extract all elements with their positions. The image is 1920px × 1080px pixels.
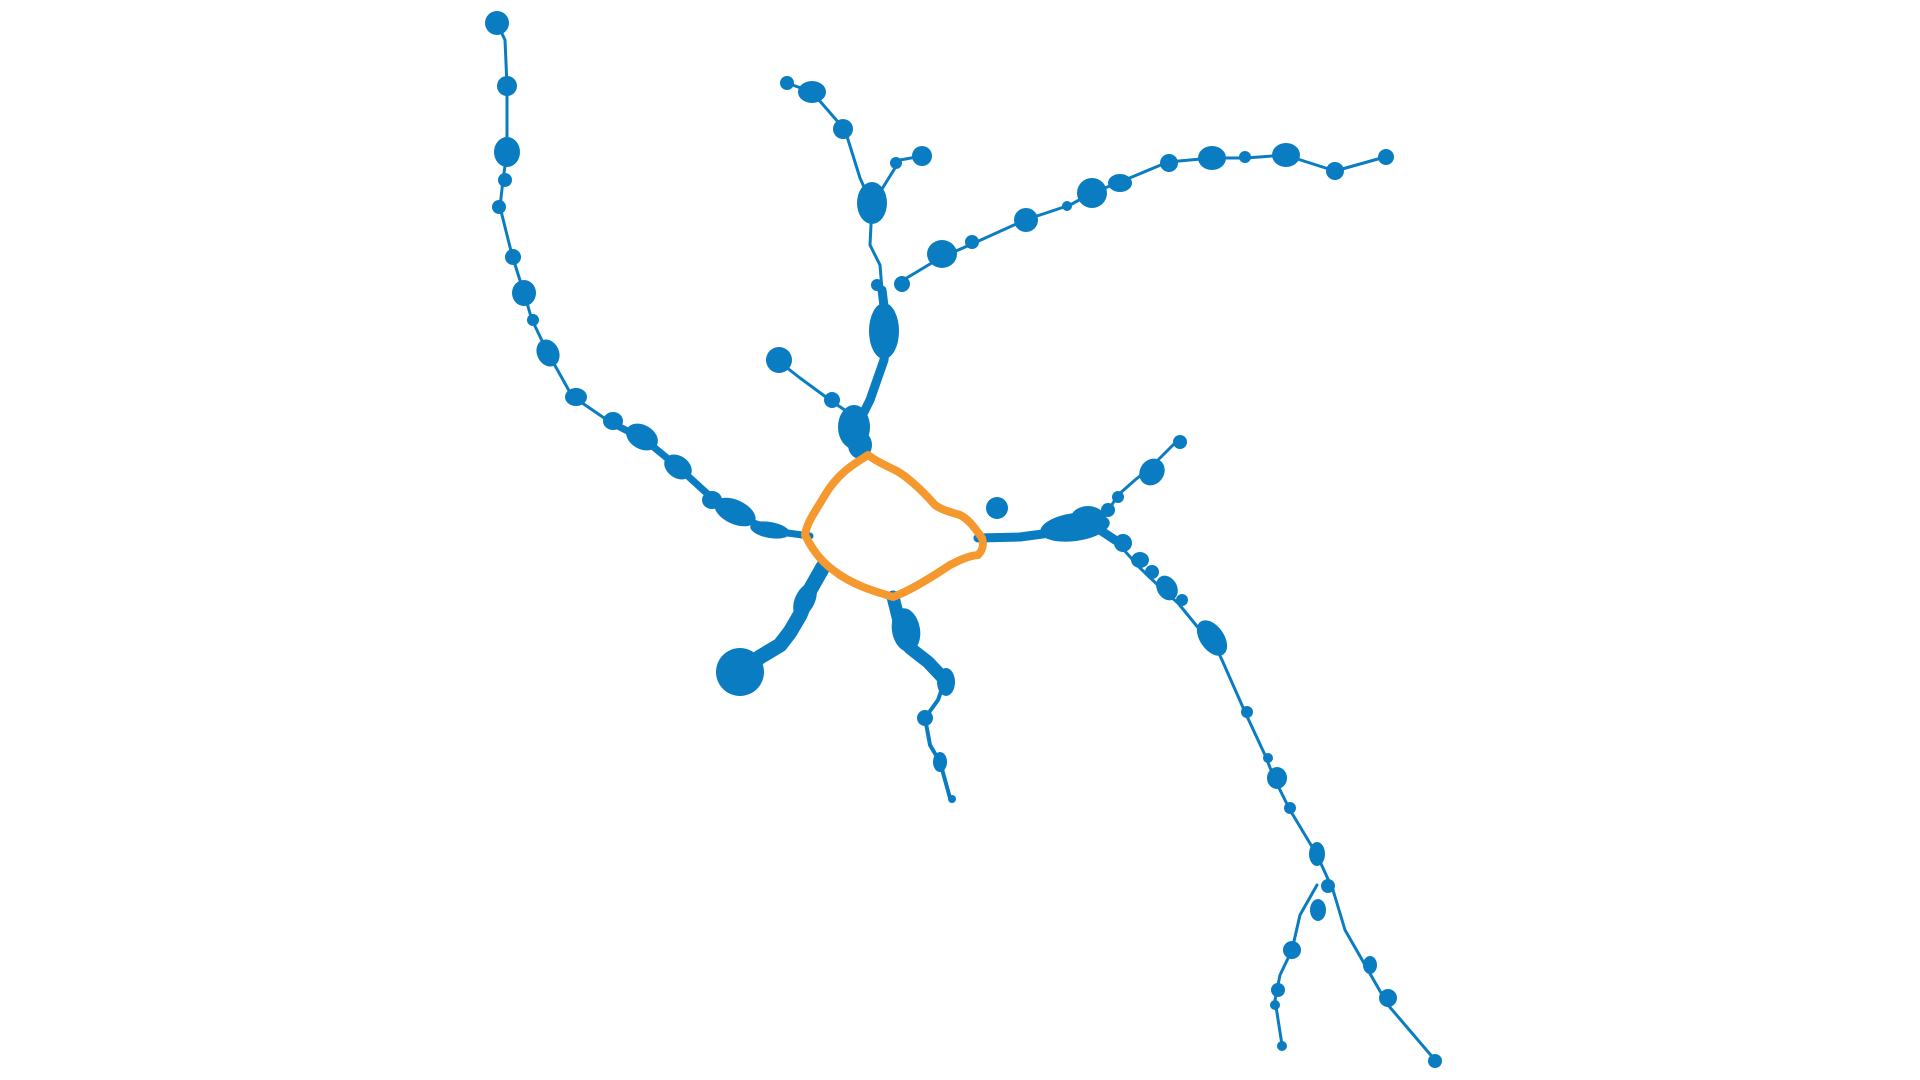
branch-upper-right-line <box>898 153 1387 284</box>
branch-right <box>973 435 1442 1068</box>
branch-upper-left <box>485 11 814 540</box>
node <box>1378 149 1394 165</box>
node <box>933 752 947 772</box>
node <box>505 249 521 265</box>
node <box>1239 151 1251 163</box>
branch-upper-left-nodes <box>485 11 790 539</box>
branch-right-nodes <box>986 435 1442 1068</box>
node <box>1101 503 1115 517</box>
node <box>1112 491 1124 503</box>
node <box>793 583 817 617</box>
branch-lower-thin <box>923 678 952 800</box>
node <box>1428 1054 1442 1068</box>
branch-upper-right <box>898 143 1394 284</box>
node <box>912 146 932 166</box>
node <box>1196 620 1228 656</box>
node <box>891 608 921 652</box>
node <box>1326 162 1344 180</box>
node <box>1108 174 1132 192</box>
node <box>716 648 764 696</box>
node <box>1310 899 1326 921</box>
branch-lower-nodes <box>891 608 956 803</box>
node <box>965 235 979 249</box>
node <box>1156 575 1178 601</box>
node <box>536 339 560 367</box>
node <box>780 76 794 90</box>
node <box>497 76 517 96</box>
node <box>917 710 933 726</box>
node <box>890 157 902 169</box>
branch-right-thin <box>1113 538 1437 1062</box>
node <box>1263 753 1273 763</box>
node <box>937 668 955 696</box>
node <box>1321 879 1335 893</box>
node <box>1283 941 1301 959</box>
node <box>824 392 840 408</box>
branch-upper-side <box>775 358 854 417</box>
node <box>603 412 623 430</box>
node <box>948 795 956 803</box>
branch-lower-left <box>716 559 831 696</box>
node <box>857 182 887 224</box>
node <box>1173 435 1187 449</box>
node <box>833 119 853 139</box>
node <box>1062 201 1072 211</box>
node <box>1277 1041 1287 1051</box>
node <box>1363 956 1377 974</box>
node <box>485 11 509 35</box>
node <box>798 81 826 103</box>
branch-lower <box>886 590 956 803</box>
node <box>986 497 1008 519</box>
node <box>1139 458 1165 486</box>
node <box>1271 983 1285 997</box>
node <box>1145 565 1159 579</box>
node <box>512 280 536 306</box>
node <box>494 137 520 167</box>
branch-upper-right-nodes <box>927 143 1394 268</box>
branch-upper-nodes <box>766 76 932 459</box>
node <box>527 314 539 326</box>
node <box>1309 842 1325 866</box>
node <box>869 303 899 359</box>
node <box>1014 208 1038 232</box>
node <box>1176 594 1188 606</box>
branch-lower-left-nodes <box>716 583 817 696</box>
branch-lower-left-line <box>737 559 831 676</box>
node <box>1160 154 1178 172</box>
node <box>1070 506 1106 534</box>
node <box>871 279 883 291</box>
node <box>1198 146 1226 170</box>
node <box>1270 1000 1280 1010</box>
node <box>927 240 957 268</box>
node <box>1267 767 1287 789</box>
node <box>1379 989 1397 1007</box>
node <box>626 423 658 451</box>
node <box>498 173 512 187</box>
node <box>766 347 792 373</box>
node <box>750 521 790 539</box>
node <box>565 388 587 406</box>
node <box>1241 706 1253 718</box>
node <box>1272 143 1300 167</box>
node <box>714 497 756 527</box>
node <box>1114 534 1132 552</box>
highlighted-loop <box>801 451 987 601</box>
node <box>1131 552 1149 568</box>
branch-upper <box>766 76 932 460</box>
node <box>1284 802 1296 814</box>
node <box>664 454 692 480</box>
node <box>492 200 506 214</box>
node <box>1077 178 1107 208</box>
